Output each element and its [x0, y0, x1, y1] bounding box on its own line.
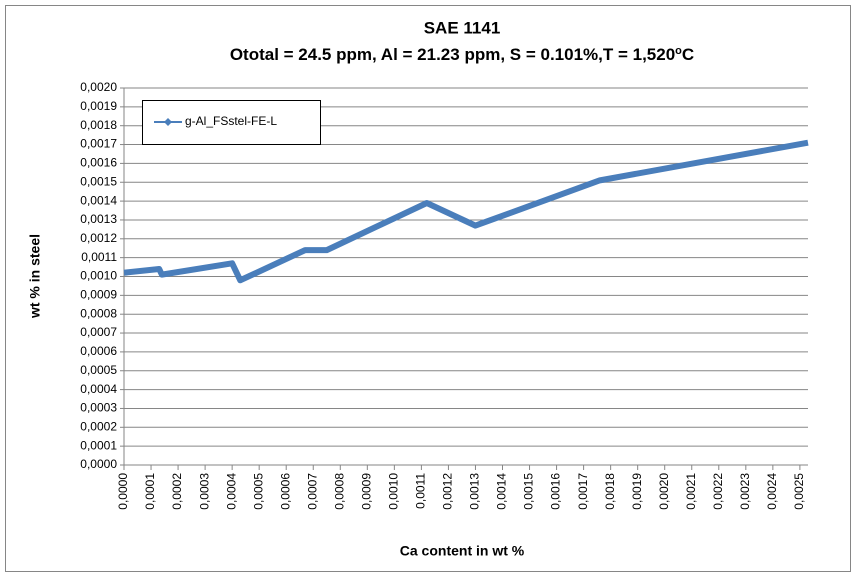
subtitle-unit: C [682, 45, 694, 64]
x-tick-label: 0,0005 [251, 473, 265, 510]
x-tick-label: 0,0006 [278, 473, 292, 510]
x-tick-label: 0,0002 [170, 473, 184, 510]
x-tick-label: 0,0001 [143, 473, 157, 510]
x-tick-label: 0,0017 [576, 473, 590, 510]
x-tick-label: 0,0021 [684, 473, 698, 510]
y-tick-label: 0,0016 [80, 156, 117, 170]
chart-title: SAE 1141 [424, 18, 501, 37]
y-tick-label: 0,0007 [80, 325, 117, 339]
y-tick-label: 0,0002 [80, 419, 117, 433]
y-tick-label: 0,0019 [80, 99, 117, 113]
chart-subtitle: Ototal = 24.5 ppm, Al = 21.23 ppm, S = 0… [230, 45, 694, 65]
legend-marker [164, 118, 172, 126]
y-tick-label: 0,0018 [80, 118, 117, 132]
x-tick-label: 0,0016 [549, 473, 563, 510]
x-axis-title: Ca content in wt % [400, 543, 525, 559]
x-tick-label: 0,0014 [495, 473, 509, 510]
y-tick-label: 0,0006 [80, 344, 117, 358]
chart-border [5, 5, 851, 572]
y-tick-label: 0,0000 [80, 457, 117, 471]
y-tick-label: 0,0012 [80, 231, 117, 245]
x-tick-label: 0,0013 [468, 473, 482, 510]
x-tick-label: 0,0010 [387, 473, 401, 510]
x-tick-label: 0,0015 [522, 473, 536, 510]
x-tick-label: 0,0004 [224, 473, 238, 510]
x-tick-label: 0,0009 [359, 473, 373, 510]
x-tick-label: 0,0008 [332, 473, 346, 510]
x-tick-label: 0,0024 [765, 473, 779, 510]
y-tick-label: 0,0001 [80, 438, 117, 452]
x-tick-label: 0,0012 [441, 473, 455, 510]
legend-label: g-Al_FSstel-FE-L [185, 114, 277, 128]
y-tick-label: 0,0003 [80, 401, 117, 415]
data-line [123, 139, 809, 284]
y-tick-label: 0,0017 [80, 137, 117, 151]
x-tick-label: 0,0023 [738, 473, 752, 510]
x-tick-label: 0,0007 [305, 473, 319, 510]
subtitle-superscript: o [675, 45, 682, 57]
x-tick-label: 0,0019 [630, 473, 644, 510]
x-tick-label: 0,0022 [711, 473, 725, 510]
x-tick-label: 0,0000 [116, 473, 130, 510]
x-tick-label: 0,0011 [414, 473, 428, 509]
y-tick-label: 0,0015 [80, 174, 117, 188]
subtitle-text: Ototal = 24.5 ppm, Al = 21.23 ppm, S = 0… [230, 45, 675, 64]
x-tick-label: 0,0003 [197, 473, 211, 510]
x-tick-label: 0,0018 [603, 473, 617, 510]
y-tick-label: 0,0005 [80, 363, 117, 377]
y-tick-label: 0,0004 [80, 382, 117, 396]
y-tick-label: 0,0020 [80, 80, 117, 94]
x-tick-label: 0,0025 [792, 473, 806, 510]
y-tick-label: 0,0014 [80, 193, 117, 207]
y-tick-label: 0,0009 [80, 288, 117, 302]
y-tick-label: 0,0010 [80, 269, 117, 283]
y-tick-label: 0,0008 [80, 306, 117, 320]
y-axis-title: wt % in steel [27, 234, 43, 319]
x-tick-label: 0,0020 [657, 473, 671, 510]
y-tick-label: 0,0013 [80, 212, 117, 226]
y-tick-label: 0,0011 [81, 250, 117, 264]
